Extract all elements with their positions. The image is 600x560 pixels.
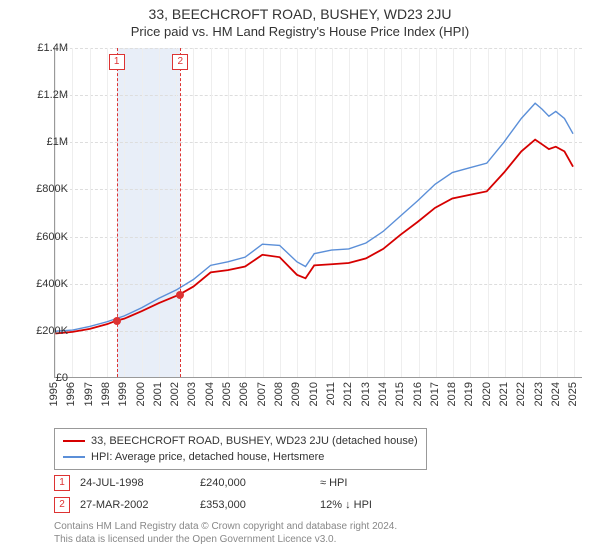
marker-badge: 2 — [172, 54, 188, 70]
x-axis-label: 2009 — [290, 382, 302, 406]
x-axis-label: 1997 — [83, 382, 95, 406]
row-badge: 1 — [54, 475, 70, 491]
legend-label-1: HPI: Average price, detached house, Hert… — [91, 451, 324, 463]
row-change: ≈ HPI — [320, 477, 430, 489]
marker-line — [180, 48, 181, 377]
x-axis-label: 2003 — [186, 382, 198, 406]
legend: 33, BEECHCROFT ROAD, BUSHEY, WD23 2JU (d… — [54, 428, 427, 470]
legend-swatch-1 — [63, 456, 85, 458]
row-price: £353,000 — [200, 499, 310, 511]
transaction-table: 1 24-JUL-1998 £240,000 ≈ HPI 2 27-MAR-20… — [54, 472, 430, 516]
sale-point — [113, 317, 121, 325]
x-axis-label: 2019 — [463, 382, 475, 406]
x-axis-label: 2020 — [481, 382, 493, 406]
x-axis-label: 2005 — [221, 382, 233, 406]
series-line — [55, 140, 573, 334]
sale-point — [176, 291, 184, 299]
row-badge: 2 — [54, 497, 70, 513]
x-axis-label: 2008 — [273, 382, 285, 406]
legend-swatch-0 — [63, 440, 85, 442]
x-axis-label: 2012 — [342, 382, 354, 406]
y-axis-label: £0 — [18, 372, 68, 384]
table-row: 2 27-MAR-2002 £353,000 12% ↓ HPI — [54, 494, 430, 516]
x-axis-label: 2024 — [550, 382, 562, 406]
y-axis-label: £600K — [18, 231, 68, 243]
x-axis-label: 2014 — [377, 382, 389, 406]
x-axis-label: 2022 — [515, 382, 527, 406]
x-axis-label: 2021 — [498, 382, 510, 406]
y-axis-label: £1.4M — [18, 42, 68, 54]
series-svg — [55, 48, 582, 377]
x-axis-label: 2001 — [152, 382, 164, 406]
x-axis-label: 1996 — [65, 382, 77, 406]
x-axis-label: 2013 — [360, 382, 372, 406]
y-axis-label: £1.2M — [18, 89, 68, 101]
x-axis-label: 2017 — [429, 382, 441, 406]
x-axis-label: 1999 — [117, 382, 129, 406]
row-date: 24-JUL-1998 — [80, 477, 190, 489]
row-date: 27-MAR-2002 — [80, 499, 190, 511]
x-axis-label: 2018 — [446, 382, 458, 406]
x-axis-label: 2006 — [238, 382, 250, 406]
y-axis-label: £200K — [18, 325, 68, 337]
x-axis-label: 2000 — [135, 382, 147, 406]
row-change: 12% ↓ HPI — [320, 499, 430, 511]
series-line — [55, 103, 573, 331]
x-axis-label: 2010 — [308, 382, 320, 406]
row-price: £240,000 — [200, 477, 310, 489]
chart-container: 33, BEECHCROFT ROAD, BUSHEY, WD23 2JU Pr… — [0, 0, 600, 560]
title-sub: Price paid vs. HM Land Registry's House … — [0, 24, 600, 39]
marker-line — [117, 48, 118, 377]
x-axis-label: 2025 — [567, 382, 579, 406]
x-axis-label: 2015 — [394, 382, 406, 406]
y-axis-label: £800K — [18, 183, 68, 195]
x-axis-label: 2016 — [412, 382, 424, 406]
marker-badge: 1 — [109, 54, 125, 70]
x-axis-label: 2011 — [325, 382, 337, 406]
title-block: 33, BEECHCROFT ROAD, BUSHEY, WD23 2JU Pr… — [0, 0, 600, 39]
footnote-line: This data is licensed under the Open Gov… — [54, 533, 397, 546]
x-axis-label: 2004 — [204, 382, 216, 406]
table-row: 1 24-JUL-1998 £240,000 ≈ HPI — [54, 472, 430, 494]
y-axis-label: £400K — [18, 278, 68, 290]
legend-label-0: 33, BEECHCROFT ROAD, BUSHEY, WD23 2JU (d… — [91, 435, 418, 447]
legend-row: 33, BEECHCROFT ROAD, BUSHEY, WD23 2JU (d… — [63, 433, 418, 449]
y-axis-label: £1M — [18, 136, 68, 148]
x-axis-label: 1998 — [100, 382, 112, 406]
x-axis-label: 1995 — [48, 382, 60, 406]
footnote-line: Contains HM Land Registry data © Crown c… — [54, 520, 397, 533]
x-axis-label: 2023 — [533, 382, 545, 406]
x-axis-label: 2002 — [169, 382, 181, 406]
plot-area: 12 — [54, 48, 582, 378]
legend-row: HPI: Average price, detached house, Hert… — [63, 449, 418, 465]
footnote: Contains HM Land Registry data © Crown c… — [54, 520, 397, 546]
title-main: 33, BEECHCROFT ROAD, BUSHEY, WD23 2JU — [0, 6, 600, 22]
x-axis-label: 2007 — [256, 382, 268, 406]
